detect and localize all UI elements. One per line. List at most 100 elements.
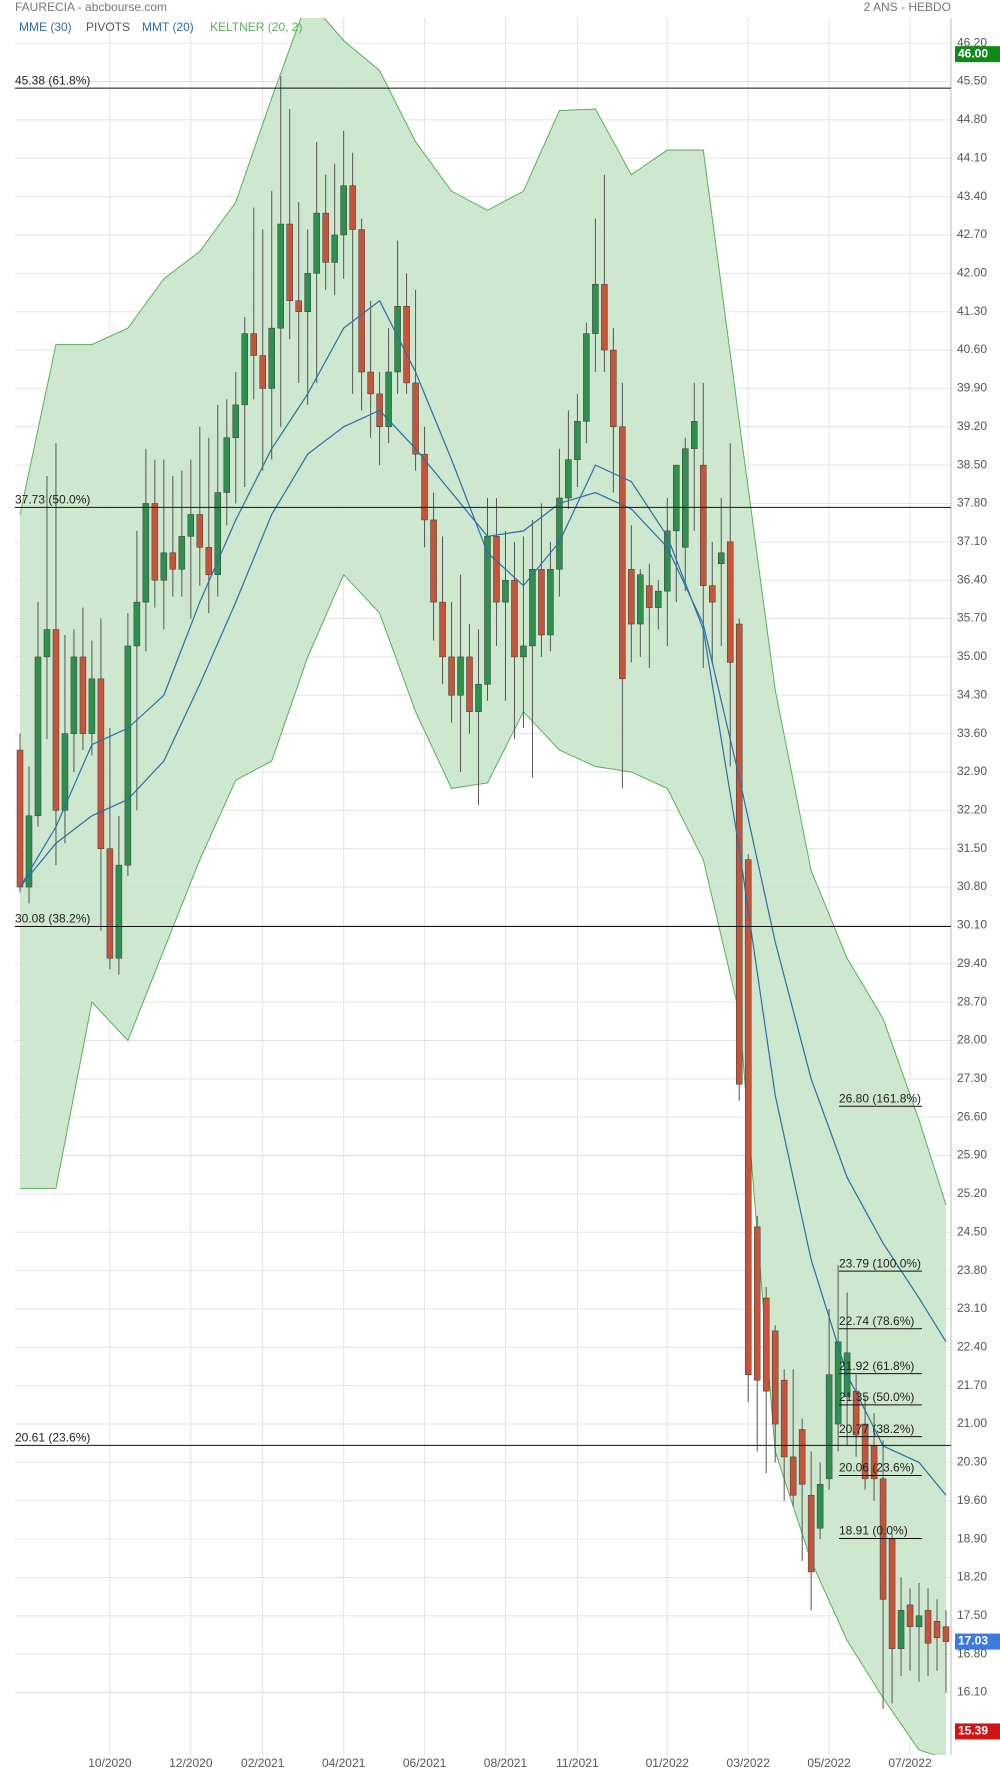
y-tick-label: 26.60 [957, 1109, 987, 1123]
y-tick-label: 43.40 [957, 189, 987, 203]
candle-body [583, 333, 590, 422]
candle-body [601, 284, 608, 351]
y-tick-label: 38.50 [957, 457, 987, 471]
candle-body [637, 574, 644, 625]
candle-body [457, 656, 464, 696]
price-badge [955, 1723, 1000, 1740]
fib-level-label: 37.73 (50.0%) [15, 492, 90, 506]
candle-body [924, 1610, 932, 1644]
candle-body [115, 864, 123, 959]
candle-body [825, 1374, 833, 1480]
x-tick-label: 06/2021 [403, 1756, 447, 1770]
chart-subtitle: 2 ANS - HEBDO [864, 0, 951, 14]
y-tick-label: 29.40 [957, 956, 987, 970]
candle-body [691, 421, 698, 449]
y-tick-label: 21.70 [957, 1378, 987, 1392]
candle-body [888, 1538, 896, 1649]
y-tick-label: 27.30 [957, 1071, 987, 1085]
fib-level-label: 30.08 (38.2%) [15, 912, 90, 926]
candle-body [520, 645, 527, 658]
y-tick-label: 25.20 [957, 1186, 987, 1200]
y-tick-label: 42.70 [957, 227, 987, 241]
candle-body [277, 223, 284, 329]
candle-body [448, 656, 455, 696]
candle-body [97, 678, 105, 849]
y-tick-label: 36.40 [957, 572, 987, 586]
candle-body [493, 536, 500, 603]
y-tick-label: 35.70 [957, 611, 987, 625]
candle-body [628, 568, 635, 625]
price-badge-label: 17.03 [958, 1634, 988, 1648]
x-tick-label: 12/2020 [169, 1756, 213, 1770]
candle-body [906, 1604, 914, 1628]
y-tick-label: 39.90 [957, 381, 987, 395]
candle-body [717, 552, 725, 565]
fib-marker-label: 23.79 (100.0%) [839, 1256, 921, 1270]
x-tick-label: 05/2022 [807, 1756, 851, 1770]
y-tick-label: 31.50 [957, 841, 987, 855]
candle-body [250, 333, 257, 356]
candle-body [753, 1226, 761, 1381]
candle-body [547, 568, 554, 636]
y-tick-label: 22.40 [957, 1339, 987, 1353]
candle-body [160, 552, 168, 581]
fib-level-label: 20.61 (23.6%) [15, 1431, 90, 1445]
candle-body [205, 547, 213, 575]
candle-body [744, 859, 752, 1375]
candle-body [529, 568, 536, 647]
candle-body [673, 464, 680, 532]
plot-area [15, 18, 951, 1755]
y-tick-label: 44.10 [957, 150, 987, 164]
candle-body [664, 530, 671, 592]
candle-body [861, 1423, 869, 1480]
candle-body [879, 1478, 887, 1600]
candle-body [106, 848, 114, 959]
candle-body [268, 327, 275, 389]
candle-body [834, 1341, 842, 1425]
candle-body [232, 404, 240, 438]
candle-body [592, 284, 599, 334]
candle-body [241, 333, 249, 406]
y-tick-label: 28.70 [957, 994, 987, 1008]
overlay: 46.00 17.03 15.39 [955, 46, 1000, 1740]
candle-body [466, 656, 473, 712]
fib-marker-label: 18.91 (0.0%) [839, 1524, 908, 1538]
candle-body [61, 733, 69, 811]
candle-body [349, 185, 356, 230]
price-badge-label: 46.00 [958, 46, 988, 60]
candle-body [196, 514, 204, 548]
x-tick-label: 10/2020 [88, 1756, 132, 1770]
candle-body [133, 601, 141, 647]
fib-level-label: 45.38 (61.8%) [15, 73, 90, 87]
moving-average [19, 409, 947, 1343]
y-tick-label: 33.60 [957, 726, 987, 740]
candle-body [214, 492, 222, 575]
y-tick-label: 21.00 [957, 1416, 987, 1430]
candle-body [313, 212, 320, 274]
candle-body [807, 1495, 815, 1573]
x-tick-label: 03/2022 [727, 1756, 771, 1770]
candle-body [367, 371, 374, 395]
y-tick-label: 18.20 [957, 1570, 987, 1584]
candle-body [358, 229, 365, 373]
candle-body [942, 1626, 950, 1642]
y-tick-label: 40.60 [957, 342, 987, 356]
candle-body [412, 382, 419, 455]
candle-body [771, 1330, 779, 1425]
fib-marker-label: 21.35 (50.0%) [839, 1390, 914, 1404]
candle-body [322, 212, 329, 263]
candle-body [565, 459, 572, 499]
x-tick-label: 08/2021 [484, 1756, 528, 1770]
y-tick-label: 18.90 [957, 1531, 987, 1545]
y-tick-label: 32.90 [957, 764, 987, 778]
x-tick-label: 02/2021 [241, 1756, 285, 1770]
candle-body [735, 623, 743, 1085]
candle-body [726, 541, 734, 663]
y-tick-label: 19.60 [957, 1493, 987, 1507]
candle-body [780, 1379, 788, 1458]
candle-body [304, 273, 311, 312]
candle-body [70, 656, 78, 734]
candle-body [700, 464, 707, 586]
candle-body [709, 585, 716, 603]
